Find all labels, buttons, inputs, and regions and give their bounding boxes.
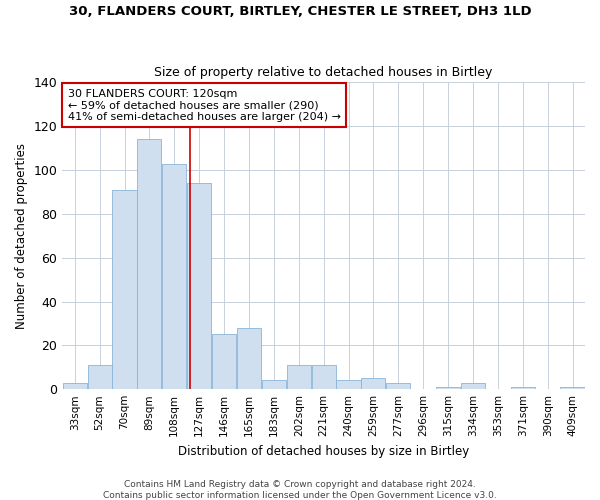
Bar [386,382,410,389]
Bar [311,365,336,389]
Text: 30 FLANDERS COURT: 120sqm
← 59% of detached houses are smaller (290)
41% of semi: 30 FLANDERS COURT: 120sqm ← 59% of detac… [68,88,341,122]
Y-axis label: Number of detached properties: Number of detached properties [15,143,28,329]
Bar [436,387,460,389]
Bar [212,334,236,389]
Bar [162,164,187,389]
Bar [237,328,261,389]
Bar [511,387,535,389]
Bar [262,380,286,389]
Bar [62,382,87,389]
Bar [112,190,137,389]
Bar [137,140,161,389]
X-axis label: Distribution of detached houses by size in Birtley: Distribution of detached houses by size … [178,444,469,458]
Bar [187,183,211,389]
Bar [337,380,361,389]
Text: 30, FLANDERS COURT, BIRTLEY, CHESTER LE STREET, DH3 1LD: 30, FLANDERS COURT, BIRTLEY, CHESTER LE … [68,5,532,18]
Bar [287,365,311,389]
Title: Size of property relative to detached houses in Birtley: Size of property relative to detached ho… [154,66,493,78]
Bar [560,387,584,389]
Bar [88,365,112,389]
Bar [361,378,385,389]
Text: Contains HM Land Registry data © Crown copyright and database right 2024.
Contai: Contains HM Land Registry data © Crown c… [103,480,497,500]
Bar [461,382,485,389]
